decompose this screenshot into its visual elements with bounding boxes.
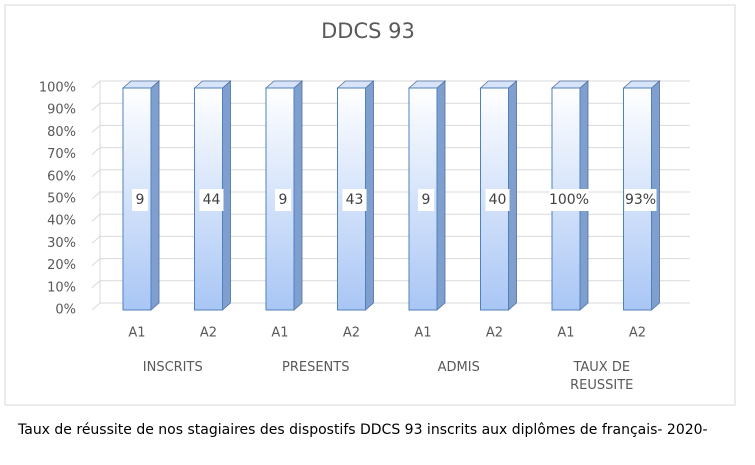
group-label: TAUX DE REUSSITE bbox=[570, 360, 634, 393]
data-label: 9 bbox=[136, 192, 145, 208]
y-tick-label: 10% bbox=[47, 280, 76, 295]
data-label-box bbox=[549, 189, 589, 211]
y-tick-label: 20% bbox=[47, 258, 76, 273]
caption: Taux de réussite de nos stagiaires des d… bbox=[18, 422, 708, 438]
data-label: 40 bbox=[489, 192, 507, 208]
x-tick-label: A1 bbox=[271, 326, 288, 341]
bar-side bbox=[365, 80, 374, 311]
y-tick-label: 60% bbox=[47, 169, 76, 184]
chart-title: DDCS 93 bbox=[321, 19, 415, 43]
x-tick-label: A2 bbox=[486, 326, 503, 341]
y-tick-label: 50% bbox=[47, 192, 76, 207]
y-tick-label: 0% bbox=[55, 303, 76, 318]
data-label-box bbox=[199, 189, 224, 211]
data-label: 9 bbox=[422, 192, 431, 208]
data-label: 44 bbox=[203, 192, 221, 208]
group-label: ADMIS bbox=[437, 360, 480, 375]
y-tick-label: 40% bbox=[47, 214, 76, 229]
y-tick-label: 30% bbox=[47, 236, 76, 251]
data-label: 100% bbox=[549, 192, 589, 208]
y-tick-label: 80% bbox=[47, 125, 76, 140]
y-tick-label: 100% bbox=[39, 81, 76, 96]
data-label-box bbox=[342, 189, 367, 211]
x-tick-label: A1 bbox=[128, 326, 145, 341]
y-tick-label: 90% bbox=[47, 103, 76, 118]
x-tick-label: A1 bbox=[414, 326, 431, 341]
data-label-box bbox=[132, 189, 148, 211]
x-tick-label: A2 bbox=[343, 326, 360, 341]
bar-side bbox=[150, 80, 160, 311]
data-label-box bbox=[624, 189, 657, 211]
data-label-box bbox=[485, 189, 510, 211]
group-label: INSCRITS bbox=[142, 360, 203, 375]
data-label-box bbox=[418, 189, 434, 211]
bar-side bbox=[508, 80, 517, 311]
bar-side bbox=[293, 80, 303, 311]
data-label-box bbox=[275, 189, 291, 211]
x-tick-label: A2 bbox=[629, 326, 646, 341]
data-label: 43 bbox=[346, 192, 364, 208]
bar-side bbox=[436, 80, 446, 311]
data-label: 9 bbox=[279, 192, 288, 208]
bar-side bbox=[222, 80, 231, 311]
data-label: 93% bbox=[625, 192, 656, 208]
x-tick-label: A1 bbox=[557, 326, 574, 341]
group-label: PRESENTS bbox=[282, 360, 350, 375]
y-tick-label: 70% bbox=[47, 147, 76, 162]
x-tick-label: A2 bbox=[200, 326, 217, 341]
